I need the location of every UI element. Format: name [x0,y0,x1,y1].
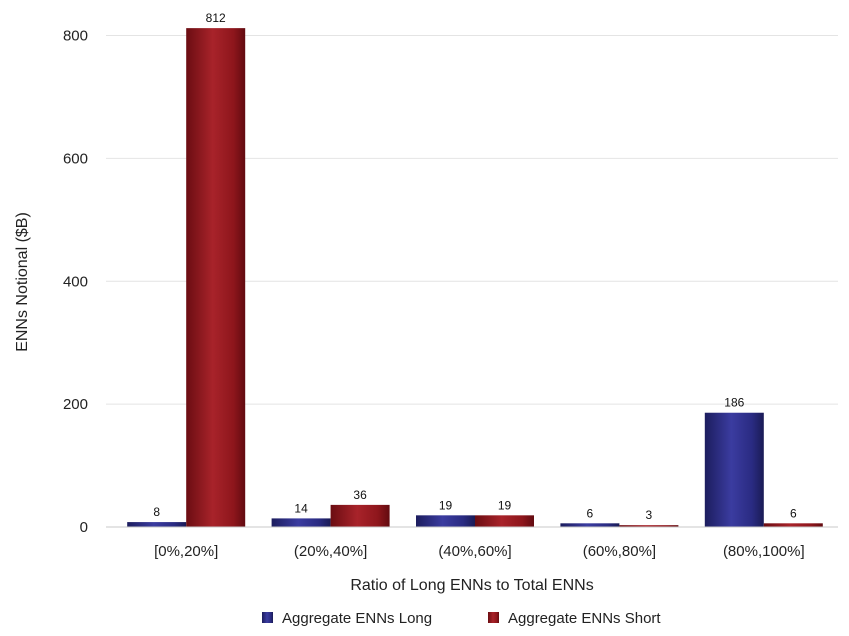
y-axis-title: ENNs Notional ($B) [14,212,31,352]
data-label: 36 [353,488,367,502]
legend: Aggregate ENNs Long Aggregate ENNs Short [262,610,661,627]
data-label: 6 [790,506,797,520]
data-labels: 8 812 14 36 19 19 6 3 186 6 [153,11,797,522]
legend-swatch [488,612,499,623]
x-tick-label: (60%,80%] [583,543,656,560]
legend-swatch [262,612,273,623]
y-tick-label: 800 [63,28,88,45]
y-axis-ticks: 0 200 400 600 800 [63,28,88,537]
bar-short [475,515,534,527]
x-tick-label: (40%,60%] [438,543,511,560]
bar-long [416,515,475,527]
data-label: 14 [294,501,308,515]
data-label: 186 [724,396,744,410]
bar-short [619,525,679,527]
data-label: 6 [587,506,594,520]
x-axis-ticks: [0%,20%] (20%,40%] (40%,60%] (60%,80%] (80%,… [154,543,805,560]
legend-label: Aggregate ENNs Short [508,610,661,627]
x-tick-label: [0%,20%] [154,543,218,560]
bar-short [763,523,823,527]
bar-short [330,504,390,527]
bar-long [560,523,620,527]
bar-short [186,28,246,527]
legend-label: Aggregate ENNs Long [282,610,432,627]
x-tick-label: (80%,100%] [723,543,805,560]
y-tick-label: 600 [63,150,88,167]
bars [127,28,823,527]
bar-long [127,522,187,527]
bar-long [704,412,764,527]
data-label: 8 [153,505,160,519]
x-axis-title: Ratio of Long ENNs to Total ENNs [350,577,593,594]
data-label: 3 [646,508,653,522]
data-label: 19 [498,498,512,512]
data-label: 19 [439,498,453,512]
bar-long [271,518,331,527]
y-tick-label: 200 [63,396,88,413]
x-tick-label: (20%,40%] [294,543,367,560]
y-tick-label: 0 [80,519,88,536]
y-tick-label: 400 [63,273,88,290]
data-label: 812 [206,11,226,25]
